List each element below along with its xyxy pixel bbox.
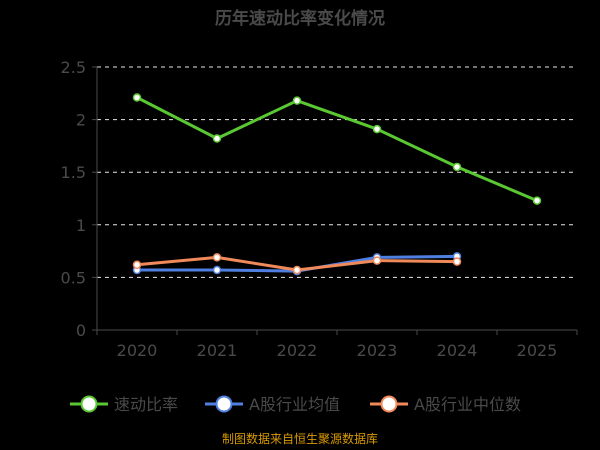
data-point[interactable] [132, 93, 142, 102]
data-point[interactable] [212, 253, 222, 262]
y-tick-label: 2 [76, 111, 86, 130]
y-tick-label: 0 [76, 321, 86, 340]
legend-item-1[interactable]: 速动比率 [70, 395, 178, 414]
x-tick-label: 2023 [357, 341, 398, 360]
legend-marker [215, 395, 233, 413]
legend-label: A股行业中位数 [414, 395, 521, 414]
legend-item-3[interactable]: A股行业中位数 [370, 395, 521, 414]
x-tick-label: 2025 [517, 341, 558, 360]
series-1 [132, 93, 542, 205]
legend-marker [80, 395, 98, 413]
data-point[interactable] [212, 134, 222, 143]
chart-title: 历年速动比率变化情况 [215, 8, 385, 29]
legend[interactable]: 速动比率 A股行业均值 A股行业中位数 [70, 395, 521, 414]
legend-label: A股行业均值 [249, 395, 340, 414]
legend-item-2[interactable]: A股行业均值 [205, 395, 340, 414]
series-3 [132, 253, 462, 275]
data-point[interactable] [532, 196, 542, 205]
data-point[interactable] [372, 124, 382, 134]
data-source-footer: 制图数据来自恒生聚源数据库 [222, 431, 378, 446]
legend-label: 速动比率 [114, 395, 178, 414]
y-tick-label: 0.5 [61, 268, 86, 287]
axes: 0 0.5 1 1.5 2 2.5 2020 2021 2022 2023 2024 2025 [61, 58, 578, 360]
series-lines [132, 93, 542, 276]
grid-lines [97, 66, 577, 278]
x-tick-label: 2024 [437, 341, 478, 360]
data-point[interactable] [452, 162, 462, 172]
legend-marker [380, 395, 398, 413]
x-tick-label: 2020 [117, 341, 158, 360]
data-point[interactable] [212, 265, 222, 275]
data-point[interactable] [452, 257, 462, 266]
x-tick-label: 2022 [277, 341, 318, 360]
data-point[interactable] [292, 96, 302, 105]
data-point[interactable] [132, 260, 142, 270]
x-tick-label: 2021 [197, 341, 238, 360]
y-tick-label: 1.5 [61, 163, 86, 182]
y-tick-label: 1 [76, 216, 86, 235]
series-line [136, 96, 538, 202]
data-point[interactable] [292, 265, 302, 275]
data-point[interactable] [372, 256, 382, 265]
y-tick-label: 2.5 [61, 58, 86, 77]
